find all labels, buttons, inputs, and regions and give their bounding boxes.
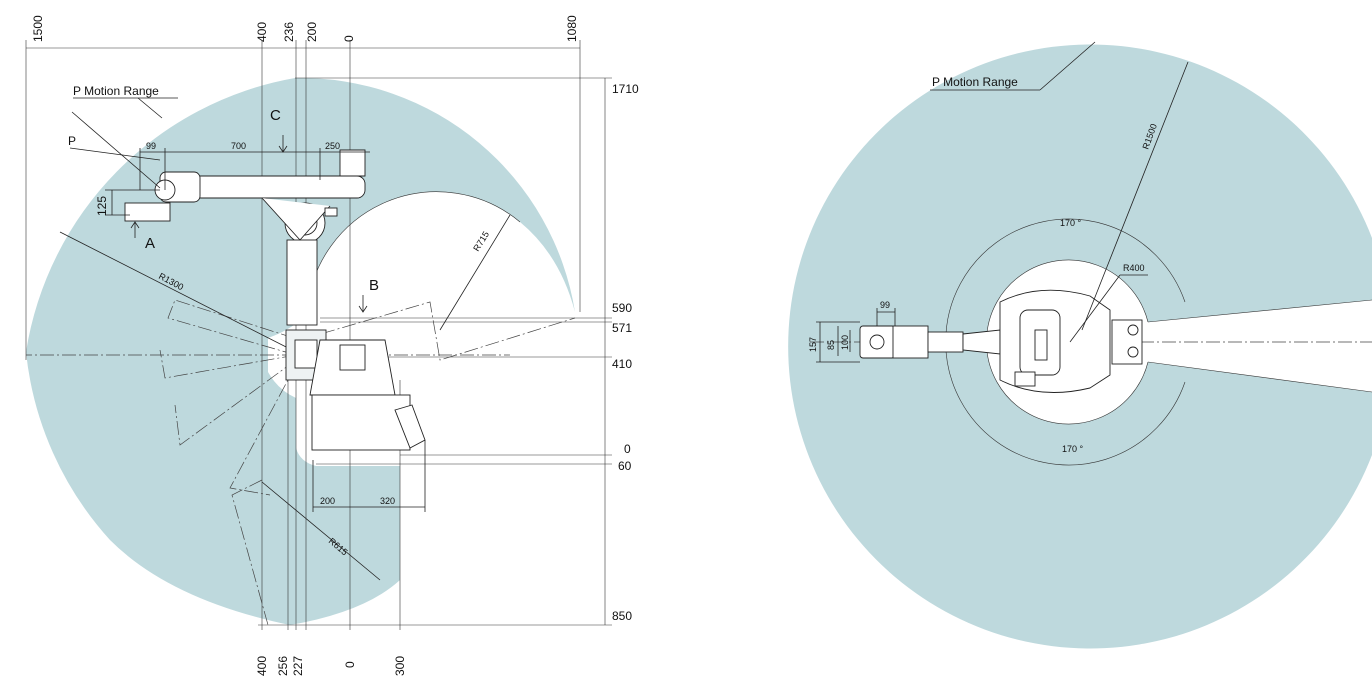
right-dim-590: 590 [612,301,632,315]
side-robot [124,149,426,451]
top-dim-400: 400 [255,22,269,42]
right-dim-60: 60 [618,459,632,473]
right-dim-0: 0 [624,442,631,456]
arm-dim-250: 250 [325,141,340,151]
arm-dim-125: 125 [95,196,109,216]
arm-dim-700: 700 [231,141,246,151]
bottom-dim-227: 227 [291,656,305,676]
view-label-c: C [270,107,281,124]
top-dim-200: 200 [305,22,319,42]
view-label-b: B [369,277,379,294]
right-dim-571: 571 [612,321,632,335]
side-point-label: P [68,134,76,148]
top-arm-dim-85: 85 [826,340,836,350]
side-motion-range-label: P Motion Range [73,84,159,98]
top-dim-236: 236 [282,22,296,42]
angle-top: 170 ° [1060,218,1082,228]
right-dim-410: 410 [612,357,632,371]
top-arm-dim-100: 100 [840,335,850,350]
top-robot [859,289,1143,393]
bottom-dim-400: 400 [255,656,269,676]
arm-dim-99: 99 [146,141,156,151]
view-label-a: A [145,235,155,252]
base-dim-200: 200 [320,496,335,506]
radius-r400: R400 [1123,263,1145,273]
radius-r715: R715 [471,230,491,254]
bottom-dim-256: 256 [276,656,290,676]
bottom-dim-300: 300 [393,656,407,676]
top-arm-dim-157: 157 [808,337,818,352]
top-dim-1080: 1080 [565,15,579,42]
right-dim-1710: 1710 [612,82,639,96]
top-motion-range-area [788,44,1372,649]
bottom-dim-0: 0 [343,661,357,668]
top-dim-1500: 1500 [31,15,45,42]
right-dim-850: 850 [612,609,632,623]
angle-bottom: 170 ° [1062,444,1084,454]
side-view: P Motion Range P A B C 1500 400 236 200 … [25,15,639,676]
top-view: P Motion Range R1500 R400 170 ° 170 ° 99… [788,41,1372,649]
top-arm-dim-99: 99 [880,300,890,310]
top-dim-0: 0 [342,35,356,42]
top-motion-range-label: P Motion Range [932,75,1018,89]
base-dim-320: 320 [380,496,395,506]
